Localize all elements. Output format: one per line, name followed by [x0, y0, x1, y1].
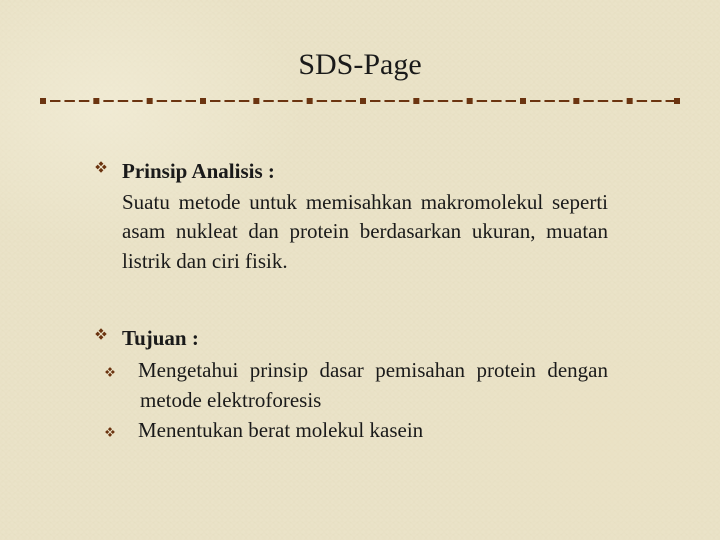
slide-title: SDS-Page	[40, 48, 680, 82]
bullet-icon	[122, 417, 134, 429]
sub-list: Mengetahui prinsip dasar pemisahan prote…	[122, 356, 608, 445]
section-prinsip: Prinsip Analisis : Suatu metode untuk me…	[122, 156, 608, 277]
content-area: Prinsip Analisis : Suatu metode untuk me…	[40, 156, 680, 446]
bullet-icon	[94, 160, 108, 174]
section-heading: Prinsip Analisis :	[122, 156, 608, 188]
sub-item-text: Mengetahui prinsip dasar pemisahan prote…	[138, 358, 608, 412]
section-tujuan: Tujuan : Mengetahui prinsip dasar pemisa…	[122, 323, 608, 446]
slide: SDS-Page Prinsip Analisis : Suatu metode…	[0, 0, 720, 540]
sub-item: Menentukan berat molekul kasein	[140, 416, 608, 446]
sub-item: Mengetahui prinsip dasar pemisahan prote…	[140, 356, 608, 416]
sub-item-text: Menentukan berat molekul kasein	[138, 418, 423, 442]
section-heading: Tujuan :	[122, 323, 608, 355]
bullet-icon	[122, 357, 134, 369]
bullet-icon	[94, 327, 108, 341]
divider-svg	[40, 96, 680, 106]
title-divider	[40, 96, 680, 106]
section-body: Suatu metode untuk memisahkan makromolek…	[122, 188, 608, 277]
